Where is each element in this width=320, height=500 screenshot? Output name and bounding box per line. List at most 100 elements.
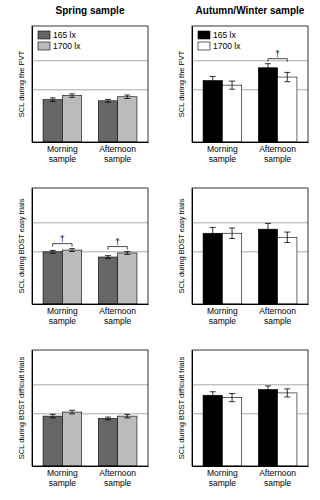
legend-label: 1700 lx [213, 41, 241, 51]
error-cap [284, 388, 290, 389]
error-cap [210, 239, 216, 240]
x-axis: Morningsample Afternoonsample [33, 304, 149, 326]
y-axis-title: SCL during the PVT [177, 50, 186, 117]
error-cap [69, 93, 75, 94]
tick-label: Morningsample [47, 468, 78, 488]
error-cap [105, 258, 111, 259]
error-cap [265, 385, 271, 386]
error-line [232, 394, 233, 402]
legend-label: 165 lx [213, 30, 236, 40]
bar [258, 229, 277, 304]
error-bar [210, 76, 216, 84]
error-cap [50, 417, 56, 418]
error-cap [105, 419, 111, 420]
error-cap [105, 102, 111, 103]
y-axis-title: SCL during BDST difficult trials [17, 357, 26, 460]
error-line [232, 228, 233, 238]
bar [98, 418, 117, 466]
error-bar [50, 414, 56, 417]
x-axis: MorningsampleAfternoonsample [193, 466, 309, 488]
y-axis [32, 351, 34, 467]
series [62, 94, 137, 142]
axis-line [32, 27, 33, 143]
error-cap [124, 98, 130, 99]
error-line [72, 249, 73, 252]
legend-label: 1700 lx [53, 41, 81, 51]
series [203, 386, 278, 466]
marks [43, 410, 137, 466]
tick-label: Afternoonsample [259, 468, 296, 488]
error-bar [69, 94, 75, 97]
bar [118, 97, 137, 142]
bar [222, 85, 241, 142]
grid-line [32, 413, 148, 414]
error-cap [50, 253, 56, 254]
y-axis [32, 27, 34, 143]
error-cap [210, 391, 216, 392]
error-line [212, 227, 213, 239]
error-line [107, 417, 108, 420]
panel: MorningsampleAfternoonsample†† [32, 188, 149, 326]
y-axis-title: SCL during BDST easy trials [17, 198, 26, 293]
y-axis-title: SCL during BDST difficult trials [177, 357, 186, 460]
error-cap [105, 417, 111, 418]
bar [43, 100, 62, 142]
series [222, 228, 297, 304]
tick-label: Morningsample [47, 144, 78, 164]
error-line [127, 95, 128, 98]
error-bar [265, 386, 271, 393]
axis-line [193, 466, 309, 467]
error-line [72, 410, 73, 413]
bar [222, 233, 241, 304]
grid-line [32, 222, 148, 223]
error-cap [229, 228, 235, 229]
legend-swatch [38, 31, 50, 39]
error-cap [210, 84, 216, 85]
tick: Afternoonsample [99, 466, 136, 488]
tick: Morningsample [47, 142, 78, 164]
grid-line [32, 89, 148, 90]
error-cap [229, 89, 235, 90]
error-cap [50, 250, 56, 251]
chart-title: Autumn/Winter sample [196, 5, 305, 16]
error-bar [284, 232, 290, 242]
error-cap [124, 95, 130, 96]
series [203, 64, 278, 142]
marks [43, 94, 137, 142]
series [62, 249, 137, 304]
error-line [127, 252, 128, 255]
tick: Afternoonsample [99, 142, 136, 164]
legend-item: 1700 lx [198, 41, 241, 51]
error-bar [124, 95, 130, 98]
error-cap [69, 97, 75, 98]
error-line [107, 99, 108, 102]
error-line [212, 392, 213, 399]
error-line [267, 386, 268, 393]
error-cap [69, 251, 75, 252]
plot-frame [192, 350, 308, 466]
error-cap [69, 248, 75, 249]
error-cap [124, 251, 130, 252]
bar [43, 416, 62, 466]
marks [203, 64, 297, 142]
error-cap [50, 101, 56, 102]
error-cap [284, 72, 290, 73]
tick-label: Afternoonsample [99, 144, 136, 164]
axis-line [193, 142, 309, 143]
error-line [107, 256, 108, 259]
plot-frame [32, 26, 148, 142]
legend-swatch [198, 31, 210, 39]
tick-label: Afternoonsample [99, 306, 136, 326]
y-axis-title: SCL during the PVT [17, 50, 26, 117]
y-axis [192, 351, 194, 467]
error-bar [69, 249, 75, 252]
series [62, 410, 137, 466]
grid [32, 385, 148, 414]
error-bar [229, 394, 235, 402]
bar [278, 393, 297, 466]
error-bar [105, 417, 111, 420]
tick-label: Morningsample [47, 306, 78, 326]
error-line [52, 98, 53, 101]
axis-line [192, 27, 193, 143]
axis-line [33, 466, 149, 467]
